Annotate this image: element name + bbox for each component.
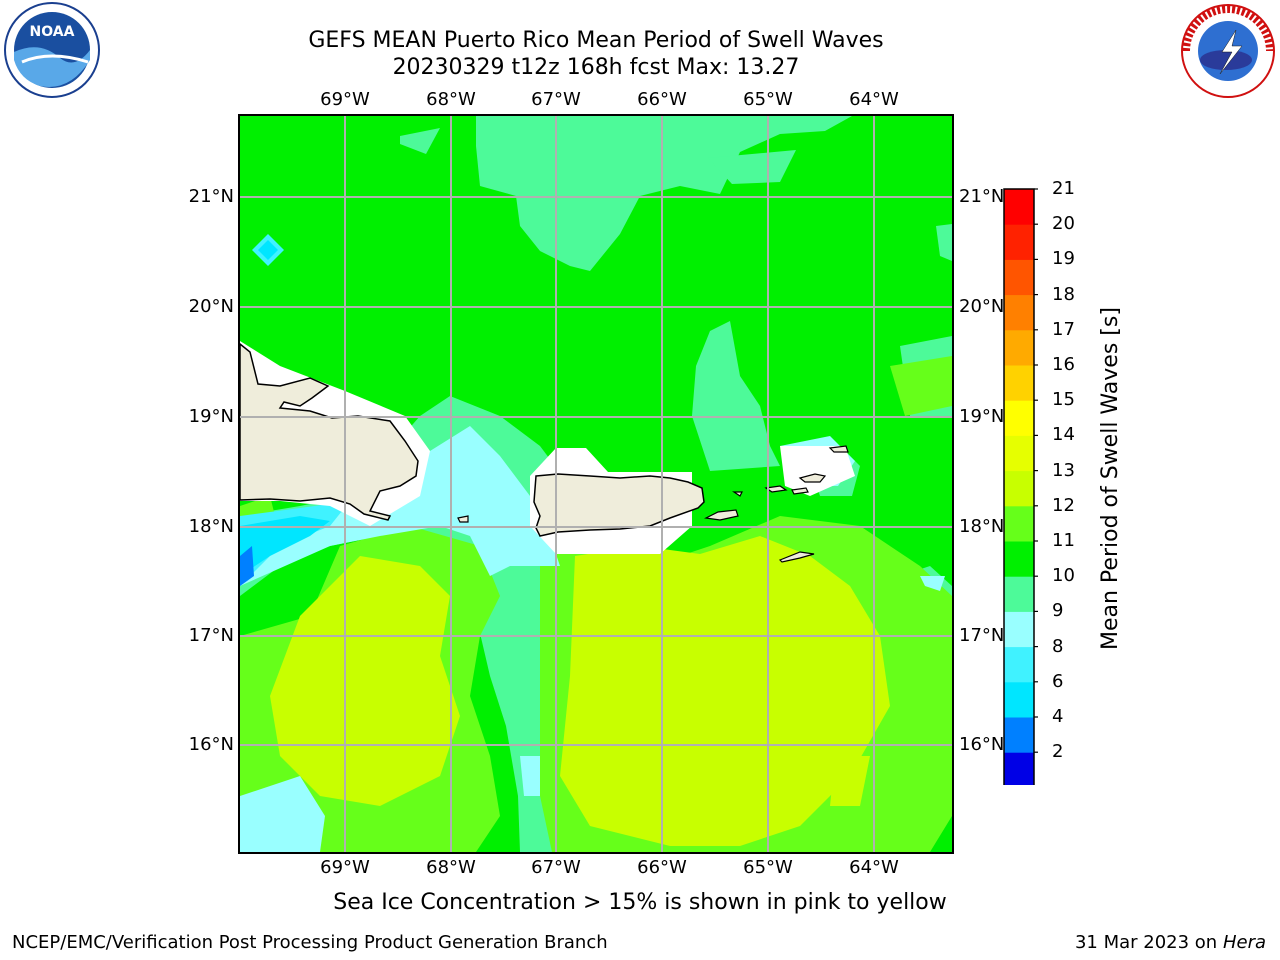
colorbar-segment — [1004, 189, 1034, 225]
small-islands — [457, 445, 849, 563]
colorbar-tick-label: 20 — [1052, 213, 1075, 235]
lat-tick-right: 18°N — [959, 516, 1005, 537]
graticule — [240, 116, 952, 852]
lon-tick-bottom: 65°W — [743, 857, 793, 878]
lon-tick-top: 64°W — [849, 89, 899, 110]
colorbar-tick-label: 12 — [1052, 494, 1075, 516]
national-weather-service-logo — [1181, 4, 1275, 98]
colorbar-tick-label: 16 — [1052, 354, 1075, 375]
colorbar-tick-label: 17 — [1052, 318, 1075, 340]
lat-tick-right: 19°N — [959, 406, 1005, 427]
lon-tick-bottom: 64°W — [849, 857, 899, 878]
svg-text:NOAA: NOAA — [30, 24, 75, 40]
colorbar-label: Mean Period of Swell Waves [s] — [1098, 307, 1123, 650]
lon-tick-bottom: 68°W — [426, 857, 476, 878]
lat-tick-right: 21°N — [959, 186, 1005, 207]
lat-tick-left: 18°N — [188, 516, 234, 537]
colorbar-segment — [1004, 259, 1034, 296]
lon-tick-top: 65°W — [743, 89, 793, 110]
colorbar-segment — [1004, 329, 1034, 366]
colorbar-tick-label: 2 — [1052, 741, 1064, 763]
lon-tick-top: 67°W — [531, 89, 581, 110]
colorbar-segment — [1004, 505, 1034, 542]
field-12-13s — [270, 536, 890, 846]
lon-tick-bottom: 69°W — [320, 857, 370, 878]
map-title: GEFS MEAN Puerto Rico Mean Period of Swe… — [308, 28, 884, 53]
lat-tick-left: 21°N — [188, 186, 234, 207]
lon-tick-top: 66°W — [637, 89, 687, 110]
lat-tick-left: 16°N — [188, 734, 234, 755]
colorbar-frame — [1003, 188, 1035, 785]
colorbar-segment — [1004, 681, 1034, 718]
credit-machine: Hera — [1222, 932, 1266, 953]
lon-tick-bottom: 67°W — [531, 857, 581, 878]
lat-tick-right: 20°N — [959, 296, 1005, 317]
colorbar-tick-label: 9 — [1052, 600, 1064, 622]
colorbar-tick-label: 21 — [1052, 178, 1075, 199]
colorbar-segment — [1004, 470, 1034, 507]
lat-tick-left: 17°N — [188, 625, 234, 646]
colorbar-segment — [1004, 752, 1034, 785]
lat-tick-left: 20°N — [188, 296, 234, 317]
lat-tick-right: 16°N — [959, 734, 1005, 755]
credit-organization: NCEP/EMC/Verification Post Processing Pr… — [12, 932, 608, 953]
lat-tick-right: 17°N — [959, 625, 1005, 646]
sea-ice-note: Sea Ice Concentration > 15% is shown in … — [333, 890, 947, 915]
lon-tick-bottom: 66°W — [637, 857, 687, 878]
colorbar-tick-label: 19 — [1052, 248, 1075, 270]
colorbar-segment — [1004, 365, 1034, 401]
credit-date: 31 Mar 2023 on Hera — [1075, 932, 1266, 953]
lon-tick-top: 68°W — [426, 89, 476, 110]
colorbar-segment — [1004, 611, 1034, 648]
colorbar-segment — [1004, 576, 1034, 612]
colorbar-segment — [1004, 294, 1034, 331]
lon-tick-top: 69°W — [320, 89, 370, 110]
colorbar-tick-label: 15 — [1052, 389, 1075, 411]
noaa-logo: NOAA — [4, 2, 100, 98]
colorbar-tick-label: 6 — [1052, 670, 1064, 692]
colorbar-segment — [1004, 435, 1034, 472]
field-4-6s — [240, 240, 330, 576]
map-panel[interactable] — [238, 114, 954, 854]
credit-date-text: 31 Mar 2023 on — [1074, 932, 1218, 953]
colorbar-segment — [1004, 224, 1034, 260]
colorbar-segment — [1004, 646, 1034, 683]
colorbar-segment — [1004, 400, 1034, 436]
colorbar-tick-label: 4 — [1052, 706, 1064, 727]
colorbar-tick-label: 13 — [1052, 459, 1075, 481]
colorbar-segment — [1004, 717, 1034, 753]
colorbar-tick-label: 10 — [1052, 565, 1075, 587]
colorbar-tick-label: 11 — [1052, 530, 1075, 551]
colorbar-tick-label: 18 — [1052, 283, 1075, 305]
colorbar-tick-label: 8 — [1052, 635, 1064, 657]
lat-tick-left: 19°N — [188, 406, 234, 427]
map-subtitle: 20230329 t12z 168h fcst Max: 13.27 — [392, 55, 800, 80]
colorbar-tick-label: 14 — [1052, 424, 1075, 446]
field-2-4s — [240, 546, 254, 586]
colorbar — [1003, 188, 1038, 785]
colorbar-segment — [1004, 541, 1034, 577]
swell-period-field — [240, 116, 952, 852]
hispaniola-land — [240, 343, 419, 521]
